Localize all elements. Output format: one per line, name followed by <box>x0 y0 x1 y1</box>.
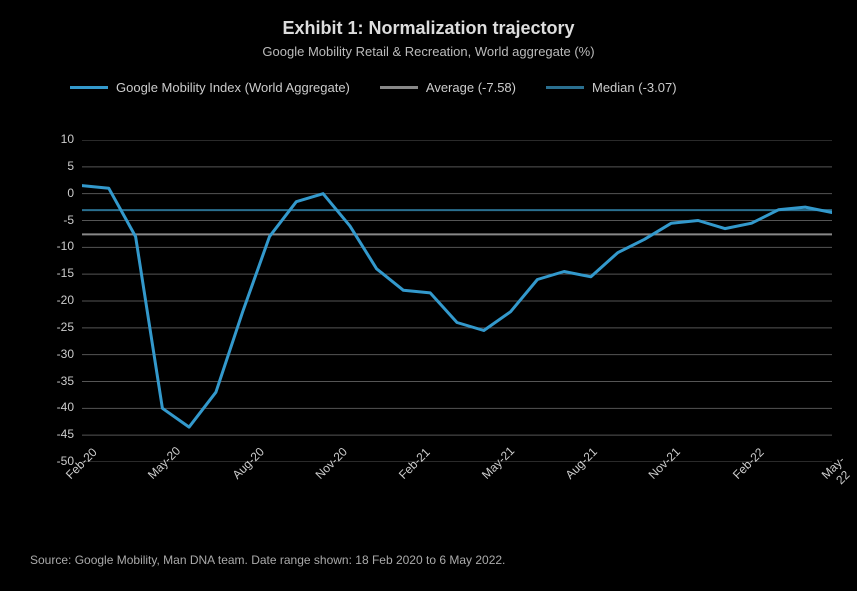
chart-subtitle: Google Mobility Retail & Recreation, Wor… <box>0 44 857 59</box>
legend-swatch-average <box>380 86 418 89</box>
legend-item-average: Average (-7.58) <box>380 80 516 95</box>
y-tick-label: -45 <box>14 427 74 441</box>
legend-label-median: Median (-3.07) <box>592 80 677 95</box>
series-line <box>82 186 832 428</box>
legend-item-series: Google Mobility Index (World Aggregate) <box>70 80 350 95</box>
y-tick-label: -50 <box>14 454 74 468</box>
footnote: Source: Google Mobility, Man DNA team. D… <box>30 552 827 569</box>
y-tick-label: 0 <box>14 186 74 200</box>
y-tick-label: -30 <box>14 347 74 361</box>
legend-swatch-series <box>70 86 108 89</box>
y-tick-label: 10 <box>14 132 74 146</box>
legend-label-average: Average (-7.58) <box>426 80 516 95</box>
plot-area <box>82 140 832 462</box>
legend: Google Mobility Index (World Aggregate) … <box>70 80 827 95</box>
y-tick-label: -10 <box>14 239 74 253</box>
chart-title: Exhibit 1: Normalization trajectory <box>0 18 857 39</box>
y-tick-label: -20 <box>14 293 74 307</box>
y-tick-label: 5 <box>14 159 74 173</box>
y-tick-label: -5 <box>14 213 74 227</box>
legend-swatch-median <box>546 86 584 89</box>
y-tick-label: -25 <box>14 320 74 334</box>
y-tick-label: -35 <box>14 374 74 388</box>
chart-container: Exhibit 1: Normalization trajectory Goog… <box>0 0 857 591</box>
y-tick-label: -40 <box>14 400 74 414</box>
legend-item-median: Median (-3.07) <box>546 80 677 95</box>
legend-label-series: Google Mobility Index (World Aggregate) <box>116 80 350 95</box>
y-tick-label: -15 <box>14 266 74 280</box>
